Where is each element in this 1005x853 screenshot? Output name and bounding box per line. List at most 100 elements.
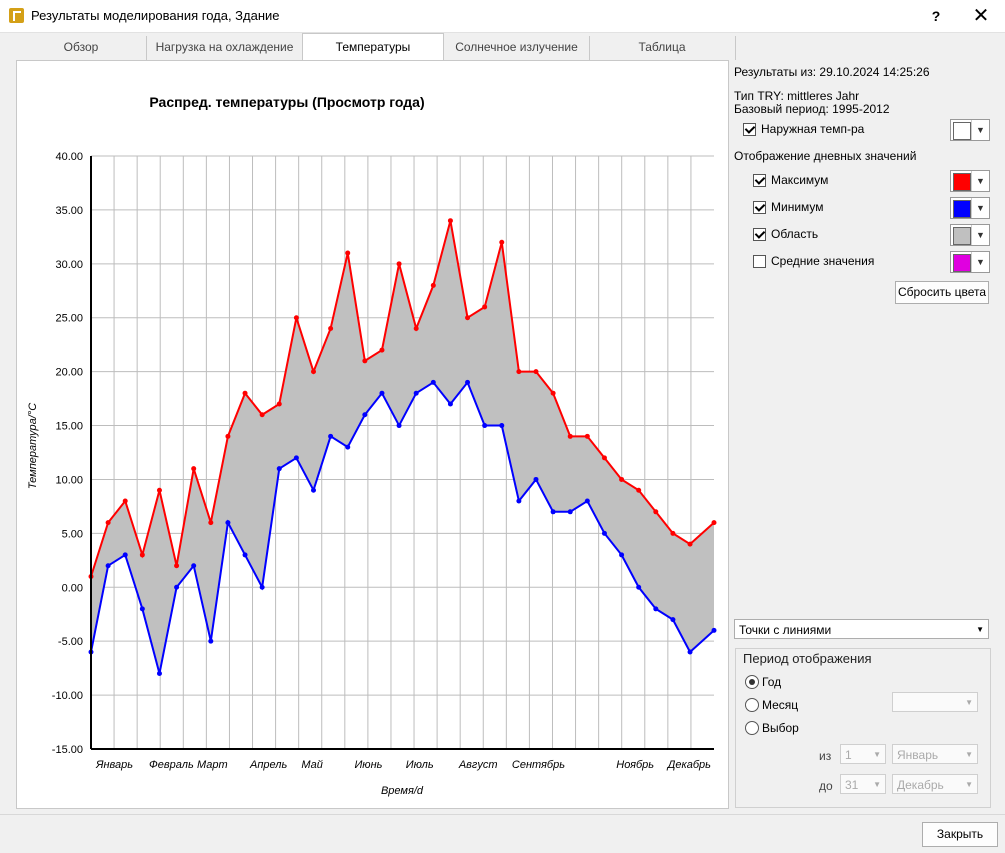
tab-temperatures[interactable]: Температуры [302,33,444,60]
max-point [311,369,316,375]
area-color-picker[interactable]: ▼ [950,224,990,246]
chart-grid [91,155,714,750]
max-point [584,433,590,439]
max-point [619,476,625,482]
month-select[interactable]: ▼ [892,692,978,712]
mean-color-picker[interactable]: ▼ [950,251,990,273]
x-tick-label: Ноябрь [616,759,654,771]
x-tick-label: Июнь [354,759,382,771]
max-point [687,541,693,547]
min-point [413,390,419,396]
y-tick-label: 20.00 [55,367,83,379]
min-point [156,671,162,677]
radio-custom[interactable] [745,721,759,735]
y-tick-label: 0.00 [62,582,83,594]
from-label: из [819,749,832,763]
x-tick-label: Сентябрь [512,759,565,771]
max-label: Максимум [771,173,829,187]
min-point [447,401,453,407]
period-title: Период отображения [743,651,872,666]
color-swatch [953,254,971,272]
min-point [619,552,625,558]
checkbox-box[interactable] [753,255,766,268]
min-point [362,412,368,418]
mean-label: Средние значения [771,254,875,268]
max-point [105,520,111,526]
tab-solar-radiation[interactable]: Солнечное излучение [444,36,590,60]
chart-panel [16,60,729,809]
x-tick-label: Май [301,759,323,771]
max-point [653,509,659,515]
min-point [567,509,573,515]
max-point [345,250,351,256]
app-icon [9,8,24,23]
min-point [259,584,265,590]
x-tick-label: Февраль [149,759,194,771]
chevron-down-icon[interactable]: ▼ [971,171,989,191]
y-tick-label: 35.00 [55,205,83,217]
max-point [465,315,471,321]
tab-overview[interactable]: Обзор [16,36,147,60]
x-tick-label: Март [197,759,228,771]
max-point [430,282,436,288]
chevron-down-icon[interactable]: ▼ [971,120,989,140]
to-day-select[interactable]: 31 ▼ [840,774,886,794]
max-color-picker[interactable]: ▼ [950,170,990,192]
max-point [259,412,265,418]
footer-divider [0,814,1005,815]
chevron-down-icon[interactable]: ▼ [971,225,989,245]
min-point [276,466,282,472]
outdoor-color-picker[interactable]: ▼ [950,119,990,141]
tab-table[interactable]: Таблица [589,36,736,60]
radio-month-label: Месяц [762,698,799,712]
close-icon[interactable]: ✕ [972,5,990,27]
min-point [601,530,607,536]
checkbox-box[interactable] [753,228,766,241]
max-point [601,455,607,461]
area-label: Область [771,227,819,241]
to-month-select[interactable]: Декабрь ▼ [892,774,978,794]
chevron-down-icon[interactable]: ▼ [971,252,989,272]
checkbox-box[interactable] [753,174,766,187]
max-point [156,487,162,493]
from-day-value: 1 [845,748,852,762]
tab-bar: Обзор Нагрузка на охлаждение Температуры… [16,33,736,60]
chevron-down-icon: ▼ [965,750,973,759]
try-type: Тип TRY: mittleres Jahr [734,89,860,103]
radio-year-label: Год [762,675,782,689]
min-color-picker[interactable]: ▼ [950,197,990,219]
radio-custom-label: Выбор [762,721,799,735]
max-point [447,218,453,224]
max-point [293,315,299,321]
min-point [516,498,522,504]
temperature-chart: Распред. температуры (Просмотр года) Тем… [27,94,717,797]
min-label: Минимум [771,200,824,214]
min-point [242,552,248,558]
y-tick-label: -10.00 [52,690,83,702]
tab-cooling-load[interactable]: Нагрузка на охлаждение [147,36,303,60]
color-swatch [953,227,971,245]
chevron-down-icon[interactable]: ▼ [971,198,989,218]
title-bar: Результаты моделирования года, Здание ? … [0,0,1005,33]
chevron-down-icon: ▼ [873,750,881,759]
min-point [430,379,436,385]
max-point [122,498,128,504]
y-tick-label: 25.00 [55,313,83,325]
close-button[interactable]: Закрыть [922,822,998,847]
radio-year[interactable] [745,675,759,689]
from-month-select[interactable]: Январь ▼ [892,744,978,764]
min-point [687,649,693,655]
checkbox-box[interactable] [753,201,766,214]
help-button[interactable]: ? [931,8,941,24]
chart-title: Распред. температуры (Просмотр года) [149,94,424,110]
min-point [396,423,402,429]
radio-month[interactable] [745,698,759,712]
min-point [345,444,351,450]
min-point [293,455,299,461]
display-mode-select[interactable]: Точки с линиями ▼ [734,619,989,639]
from-day-select[interactable]: 1 ▼ [840,744,886,764]
x-tick-label: Апрель [249,759,287,771]
x-tick-label: Январь [95,759,133,771]
reset-colors-button[interactable]: Сбросить цвета [895,281,989,304]
checkbox-box[interactable] [743,123,756,136]
